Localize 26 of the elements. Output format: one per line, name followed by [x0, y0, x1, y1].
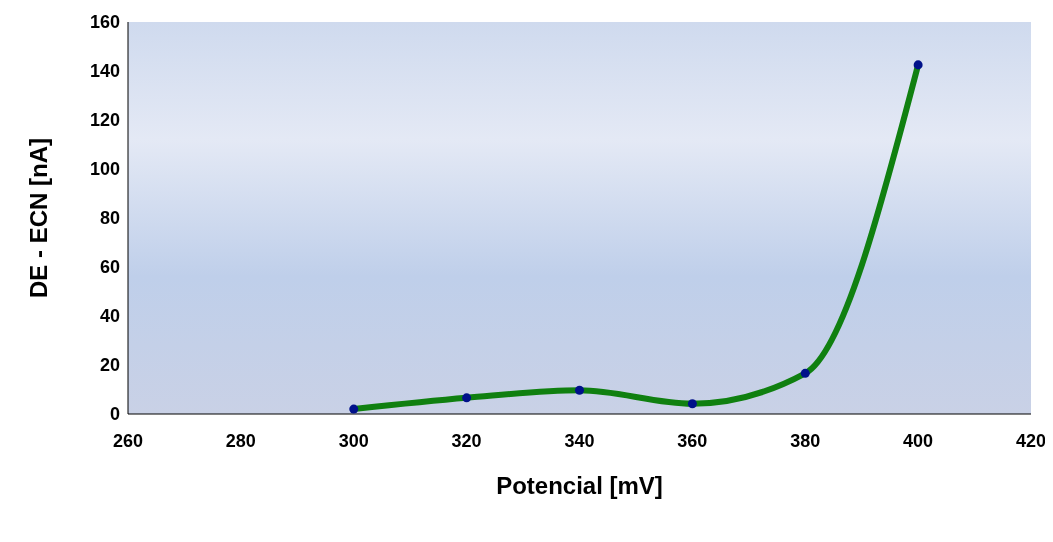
y-tick-label: 20	[99, 355, 120, 376]
point	[462, 393, 472, 403]
y-tick-label: 160	[89, 12, 120, 33]
y-axis-title: DE - ECN [nA]	[24, 138, 52, 298]
y-tick-label: 120	[89, 110, 120, 131]
x-tick-label: 420	[1015, 430, 1047, 451]
point	[687, 399, 697, 409]
x-tick-label: 360	[677, 430, 708, 451]
point	[913, 60, 923, 70]
point	[349, 404, 359, 414]
x-axis-title: Potencial [mV]	[496, 472, 663, 499]
y-tick-label: 40	[99, 306, 120, 327]
x-tick-label: 300	[338, 430, 369, 451]
x-tick-label: 340	[564, 430, 595, 451]
x-tick-label: 320	[451, 430, 482, 451]
x-tick-label: 380	[790, 430, 821, 451]
x-tick-label: 260	[112, 430, 144, 451]
y-tick-label: 140	[89, 61, 120, 82]
point	[574, 385, 585, 395]
point	[800, 368, 810, 378]
y-tick-label: 0	[109, 404, 120, 425]
y-tick-label: 60	[99, 257, 120, 278]
x-tick-label: 400	[903, 430, 934, 451]
y-tick-label: 100	[89, 159, 120, 180]
x-tick-label: 280	[225, 430, 256, 451]
y-tick-label: 80	[99, 208, 120, 229]
